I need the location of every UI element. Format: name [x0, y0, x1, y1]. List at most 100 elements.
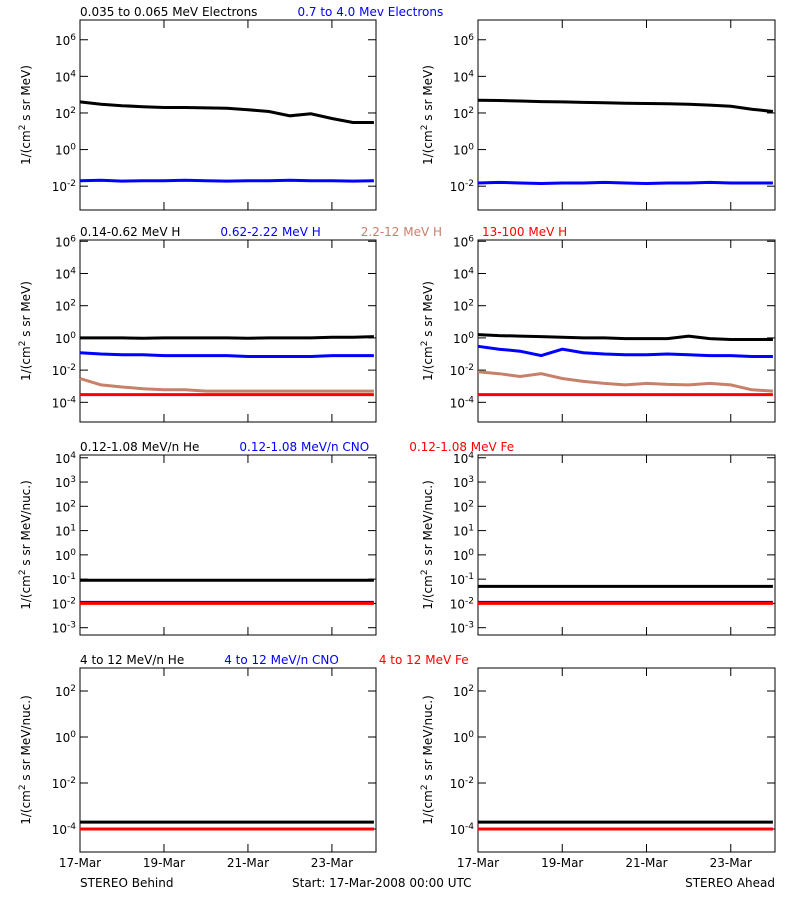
y-tick-label: 10-3 [450, 621, 474, 636]
footer-right: STEREO Ahead [685, 876, 775, 890]
superscript: 6 [468, 33, 474, 43]
y-tick-label: 100 [453, 730, 474, 745]
superscript: -4 [465, 395, 474, 405]
superscript: -2 [67, 596, 76, 606]
series-line [477, 370, 773, 393]
legend-entry: 0.12-1.08 MeV Fe [409, 440, 514, 454]
y-tick-label: 100 [55, 730, 76, 745]
superscript: -4 [67, 395, 76, 405]
legend-entry: 0.14-0.62 MeV H [80, 225, 180, 239]
superscript: 2 [468, 299, 474, 309]
superscript: 2 [70, 106, 76, 116]
superscript: 2 [70, 499, 76, 509]
y-tick-label: 100 [453, 331, 474, 346]
y-tick-label: 104 [453, 266, 474, 281]
y-tick-label: 106 [453, 33, 474, 48]
y-tick-label: 10-3 [52, 621, 76, 636]
plot-frame [79, 454, 377, 636]
superscript: 2 [420, 784, 430, 790]
y-axis-label: 1/(cm2 s sr MeV/nuc.) [18, 695, 33, 825]
y-tick-label: 104 [453, 69, 474, 84]
series-line [477, 98, 774, 113]
legend-entry: 0.62-2.22 MeV H [220, 225, 320, 239]
series-line [477, 333, 773, 341]
series-line [79, 100, 374, 124]
y-tick-label: 106 [453, 234, 474, 249]
y-tick-label: 10-2 [52, 776, 76, 791]
plot-frame [79, 19, 377, 211]
superscript: 2 [420, 569, 430, 575]
y-tick-label: 100 [55, 548, 76, 563]
superscript: -2 [465, 596, 474, 606]
y-axis-label: 1/(cm2 s sr MeV/nuc.) [420, 695, 435, 825]
superscript: 6 [468, 234, 474, 244]
y-tick-label: 10-1 [52, 572, 76, 587]
y-tick-label: 104 [453, 451, 474, 466]
superscript: 4 [70, 266, 76, 276]
y-tick-label: 103 [453, 475, 474, 490]
superscript: 0 [70, 143, 76, 153]
y-tick-label: 10-4 [450, 822, 475, 837]
superscript: 2 [18, 341, 28, 347]
y-tick-label: 10-2 [450, 179, 474, 194]
superscript: -3 [465, 621, 474, 631]
legend-entry: 4 to 12 MeV/n He [80, 653, 184, 667]
y-axis-label: 1/(cm2 s sr MeV) [420, 281, 435, 381]
superscript: 2 [18, 125, 28, 131]
superscript: 1 [468, 524, 474, 534]
series-line [79, 377, 374, 393]
superscript: 2 [468, 499, 474, 509]
y-tick-label: 102 [55, 684, 76, 699]
superscript: -1 [465, 572, 474, 582]
superscript: -2 [67, 363, 76, 373]
x-tick-label: 17-Mar [59, 856, 101, 870]
y-tick-label: 100 [453, 143, 474, 158]
y-tick-label: 10-2 [52, 363, 76, 378]
series-line [477, 344, 773, 358]
superscript: -2 [465, 179, 474, 189]
x-tick-label: 23-Mar [311, 856, 353, 870]
legend-entry: 0.7 to 4.0 Mev Electrons [297, 5, 443, 19]
y-axis-label: 1/(cm2 s sr MeV) [18, 65, 33, 165]
y-tick-label: 106 [55, 234, 76, 249]
y-tick-label: 10-4 [52, 395, 77, 410]
y-tick-label: 10-2 [450, 776, 474, 791]
superscript: 4 [70, 451, 76, 461]
superscript: 0 [468, 143, 474, 153]
footer-left: STEREO Behind [80, 876, 174, 890]
y-tick-label: 10-4 [52, 822, 77, 837]
legend-entry: 0.035 to 0.065 MeV Electrons [80, 5, 257, 19]
superscript: 0 [468, 548, 474, 558]
y-tick-label: 100 [55, 143, 76, 158]
y-tick-label: 10-2 [52, 596, 76, 611]
footer-center: Start: 17-Mar-2008 00:00 UTC [292, 876, 472, 890]
y-tick-label: 104 [55, 69, 76, 84]
superscript: 2 [70, 684, 76, 694]
superscript: 4 [468, 69, 474, 79]
y-axis-label: 1/(cm2 s sr MeV) [18, 281, 33, 381]
plot-frame [79, 667, 377, 853]
y-tick-label: 102 [453, 299, 474, 314]
y-axis-label: 1/(cm2 s sr MeV) [420, 65, 435, 165]
superscript: 0 [70, 548, 76, 558]
y-tick-label: 10-2 [450, 596, 474, 611]
superscript: -3 [67, 621, 76, 631]
superscript: 0 [468, 331, 474, 341]
superscript: -2 [67, 179, 76, 189]
plot-frame [477, 454, 776, 636]
superscript: 4 [468, 266, 474, 276]
superscript: 6 [70, 234, 76, 244]
y-tick-label: 102 [55, 106, 76, 121]
y-tick-label: 102 [55, 299, 76, 314]
superscript: 4 [468, 451, 474, 461]
y-tick-label: 106 [55, 33, 76, 48]
x-tick-label: 21-Mar [625, 856, 667, 870]
y-tick-label: 10-2 [52, 179, 76, 194]
superscript: 0 [70, 331, 76, 341]
x-tick-label: 21-Mar [227, 856, 269, 870]
superscript: 2 [468, 106, 474, 116]
y-tick-label: 102 [55, 499, 76, 514]
y-tick-label: 100 [453, 548, 474, 563]
superscript: 6 [70, 33, 76, 43]
